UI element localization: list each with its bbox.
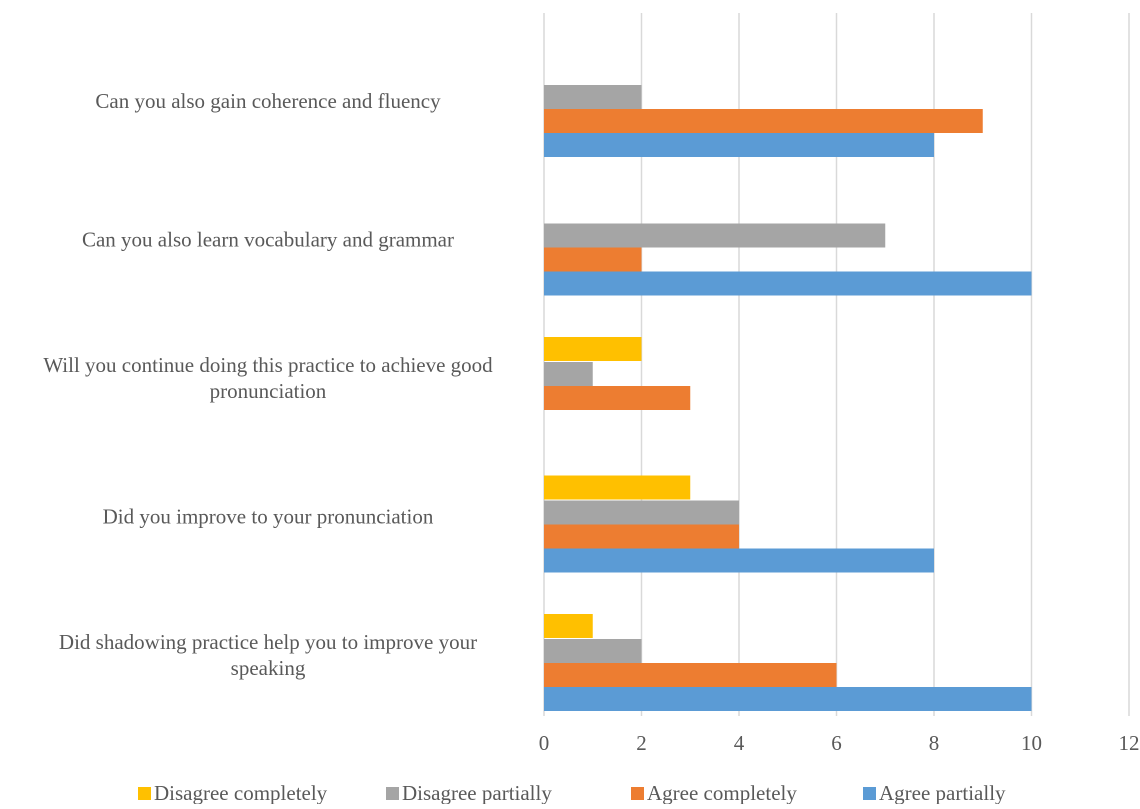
bars [544,85,1032,711]
legend-label-agree-completely: Agree completely [647,781,797,804]
category-label-line: speaking [231,656,306,680]
bar-disagree-partially-1 [544,223,886,248]
x-axis-ticks: 0 2 4 6 8 10 12 [539,731,1140,755]
x-tick-label-10: 10 [1021,731,1042,755]
x-tick-label-2: 2 [636,731,647,755]
bar-disagree-partially-4 [544,639,642,663]
category-label-line: Will you continue doing this practice to… [43,353,493,377]
bar-agree-completely-4 [544,663,837,687]
x-tick-label-6: 6 [831,731,842,755]
category-label-0: Can you also gain coherence and fluency [95,89,441,113]
bar-disagree-completely-4 [544,614,593,638]
bar-agree-completely-0 [544,109,983,133]
bar-agree-partially-0 [544,133,934,157]
category-label-line: pronunciation [210,379,327,403]
x-tick-label-4: 4 [734,731,745,755]
legend-label-agree-partially: Agree partially [879,781,1006,804]
legend-swatch-agree-partially [863,787,876,800]
category-labels: Can you also gain coherence and fluency C… [43,89,493,680]
category-label-line: Can you also learn vocabulary and gramma… [82,228,454,252]
category-label-line: Did shadowing practice help you to impro… [59,630,477,654]
category-label-line: Did you improve to your pronunciation [103,505,434,529]
bar-agree-partially-1 [544,271,1032,296]
legend-swatch-disagree-completely [138,787,151,800]
x-tick-label-8: 8 [929,731,940,755]
legend-label-disagree-completely: Disagree completely [154,781,328,804]
legend-swatch-agree-completely [631,787,644,800]
bar-disagree-completely-3 [544,475,691,500]
bar-disagree-partially-0 [544,85,642,109]
legend-swatch-disagree-partially [386,787,399,800]
x-tick-label-0: 0 [539,731,550,755]
legend-label-disagree-partially: Disagree partially [402,781,552,804]
legend: Disagree completely Disagree partially Agr… [138,781,1006,805]
x-tick-label-12: 12 [1119,731,1140,755]
category-label-line: Can you also gain coherence and fluency [95,89,441,113]
category-label-4: Did shadowing practice help you to impro… [59,630,477,680]
bar-agree-partially-3 [544,548,934,573]
bar-disagree-completely-2 [544,337,642,361]
bar-agree-completely-2 [544,386,691,410]
bar-agree-completely-1 [544,247,642,272]
category-label-3: Did you improve to your pronunciation [103,505,434,529]
category-label-1: Can you also learn vocabulary and gramma… [82,228,454,252]
bar-agree-completely-3 [544,524,739,549]
bar-agree-partially-4 [544,687,1032,711]
category-label-2: Will you continue doing this practice to… [43,353,493,403]
bar-disagree-partially-3 [544,500,739,525]
bar-disagree-partially-2 [544,362,593,386]
